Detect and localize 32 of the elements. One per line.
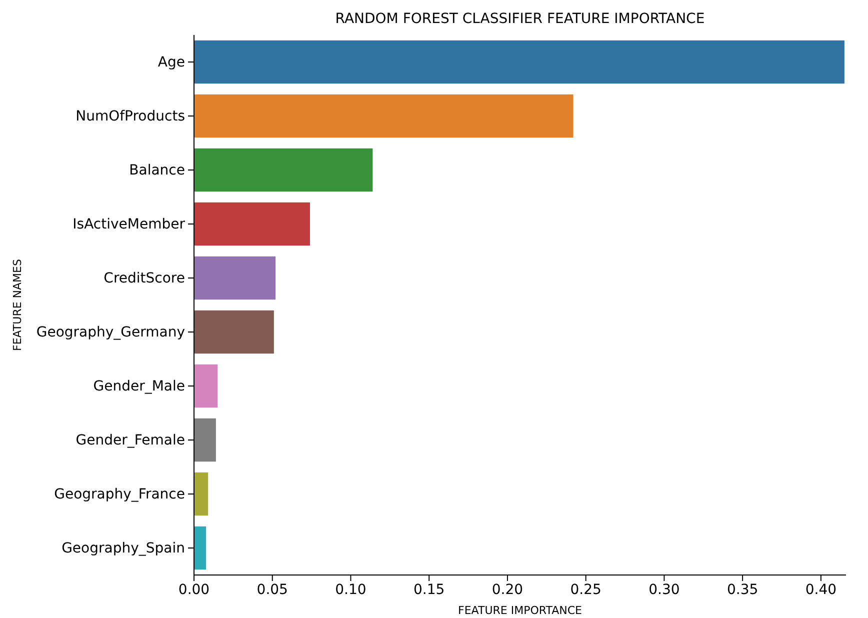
y-tick-label: IsActiveMember: [72, 216, 186, 232]
bar: [194, 202, 310, 246]
y-tick-label: Gender_Male: [93, 378, 185, 394]
y-tick-label: Geography_Germany: [36, 324, 185, 340]
y-tick-label: Gender_Female: [76, 432, 185, 448]
y-axis-title: FEATURE NAMES: [11, 258, 24, 351]
x-tick-label: 0.40: [805, 582, 837, 598]
x-tick-label: 0.15: [414, 582, 445, 598]
chart-title: RANDOM FOREST CLASSIFIER FEATURE IMPORTANCE: [335, 11, 705, 27]
bar: [194, 418, 216, 462]
y-tick-label: Balance: [129, 162, 185, 178]
x-tick-label: 0.00: [178, 582, 210, 598]
x-tick-label: 0.20: [492, 582, 524, 598]
x-axis-title: FEATURE IMPORTANCE: [458, 604, 582, 617]
x-tick-label: 0.35: [726, 582, 758, 598]
x-tick-label: 0.10: [335, 582, 366, 598]
x-tick-label: 0.30: [648, 582, 680, 598]
bar: [194, 310, 274, 354]
bar: [194, 472, 208, 516]
y-tick-label: Geography_France: [54, 486, 185, 502]
bar: [194, 364, 218, 408]
bar: [194, 94, 574, 138]
y-tick-label: NumOfProducts: [76, 108, 185, 124]
x-tick-label: 0.05: [256, 582, 288, 598]
bar: [194, 148, 373, 192]
bar: [194, 40, 844, 84]
y-tick-label: CreditScore: [104, 270, 185, 286]
x-tick-label: 0.25: [570, 582, 602, 598]
y-tick-label: Geography_Spain: [62, 540, 185, 556]
bar: [194, 526, 206, 570]
y-tick-label: Age: [158, 54, 185, 70]
bar: [194, 256, 276, 300]
